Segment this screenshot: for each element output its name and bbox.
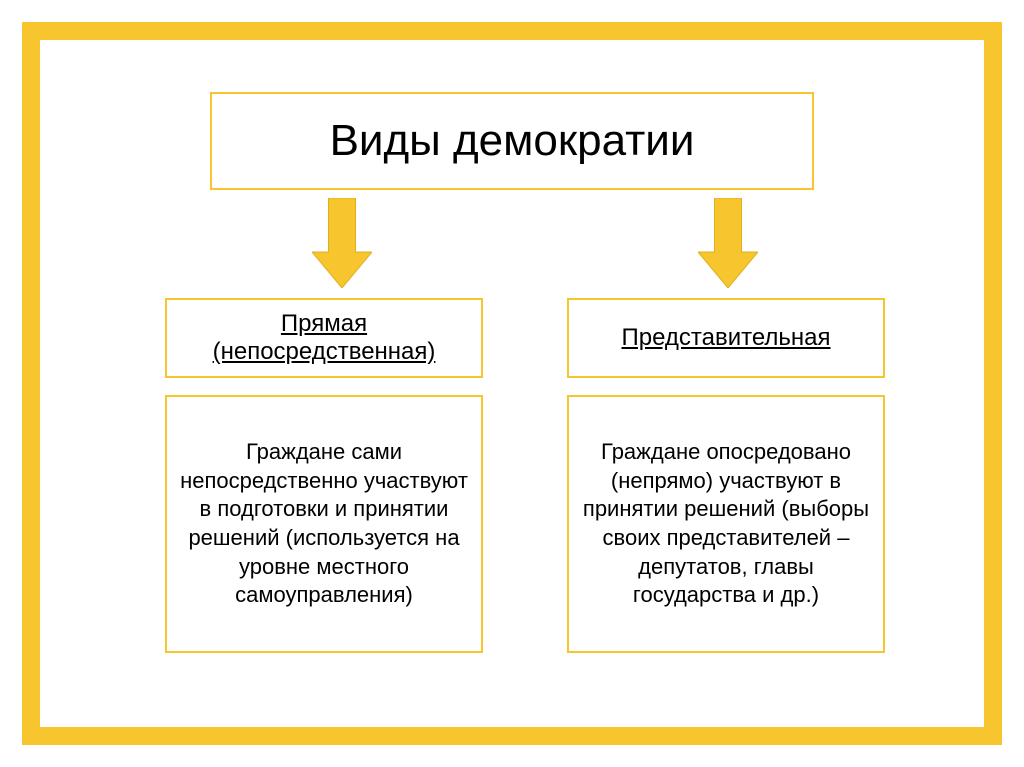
right-subtitle-box: Представительная bbox=[567, 298, 885, 378]
left-description-box: Граждане сами непосредственно участвуют … bbox=[165, 395, 483, 653]
left-description-text: Граждане сами непосредственно участвуют … bbox=[175, 438, 473, 610]
right-description-text: Граждане опосредовано (непрямо) участвую… bbox=[577, 438, 875, 610]
right-subtitle-text: Представительная bbox=[621, 324, 830, 352]
left-subtitle-text: Прямая(непосредственная) bbox=[213, 310, 436, 366]
right-description-box: Граждане опосредовано (непрямо) участвую… bbox=[567, 395, 885, 653]
title-text: Виды демократии bbox=[330, 116, 695, 166]
arrow-left bbox=[312, 198, 372, 288]
arrow-right bbox=[698, 198, 758, 288]
title-box: Виды демократии bbox=[210, 92, 814, 190]
left-subtitle-box: Прямая(непосредственная) bbox=[165, 298, 483, 378]
